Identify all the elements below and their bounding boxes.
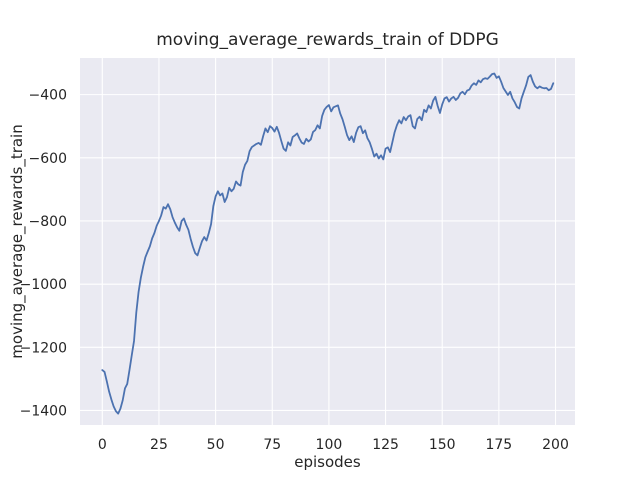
x-tick-label: 50 [207,437,225,453]
y-tick-label: −400 [29,88,67,104]
y-tick-label: −1200 [20,340,67,356]
x-tick-label: 25 [150,437,168,453]
x-tick-label: 200 [542,437,569,453]
chart-title: moving_average_rewards_train of DDPG [156,30,499,50]
x-axis-label: episodes [294,453,361,471]
y-tick-label: −800 [29,214,67,230]
x-tick-label: 100 [316,437,343,453]
x-tick-label: 175 [485,437,512,453]
plot-area [80,58,575,425]
data-line [101,72,555,415]
y-tick-label: −600 [29,151,67,167]
y-tick-label: −1000 [20,277,67,293]
y-tick-label: −1400 [20,403,67,419]
x-tick-label: 125 [372,437,399,453]
x-tick-label: 0 [98,437,107,453]
y-axis-label: moving_average_rewards_train [8,124,27,358]
x-tick-label: 150 [429,437,456,453]
x-tick-label: 75 [263,437,281,453]
